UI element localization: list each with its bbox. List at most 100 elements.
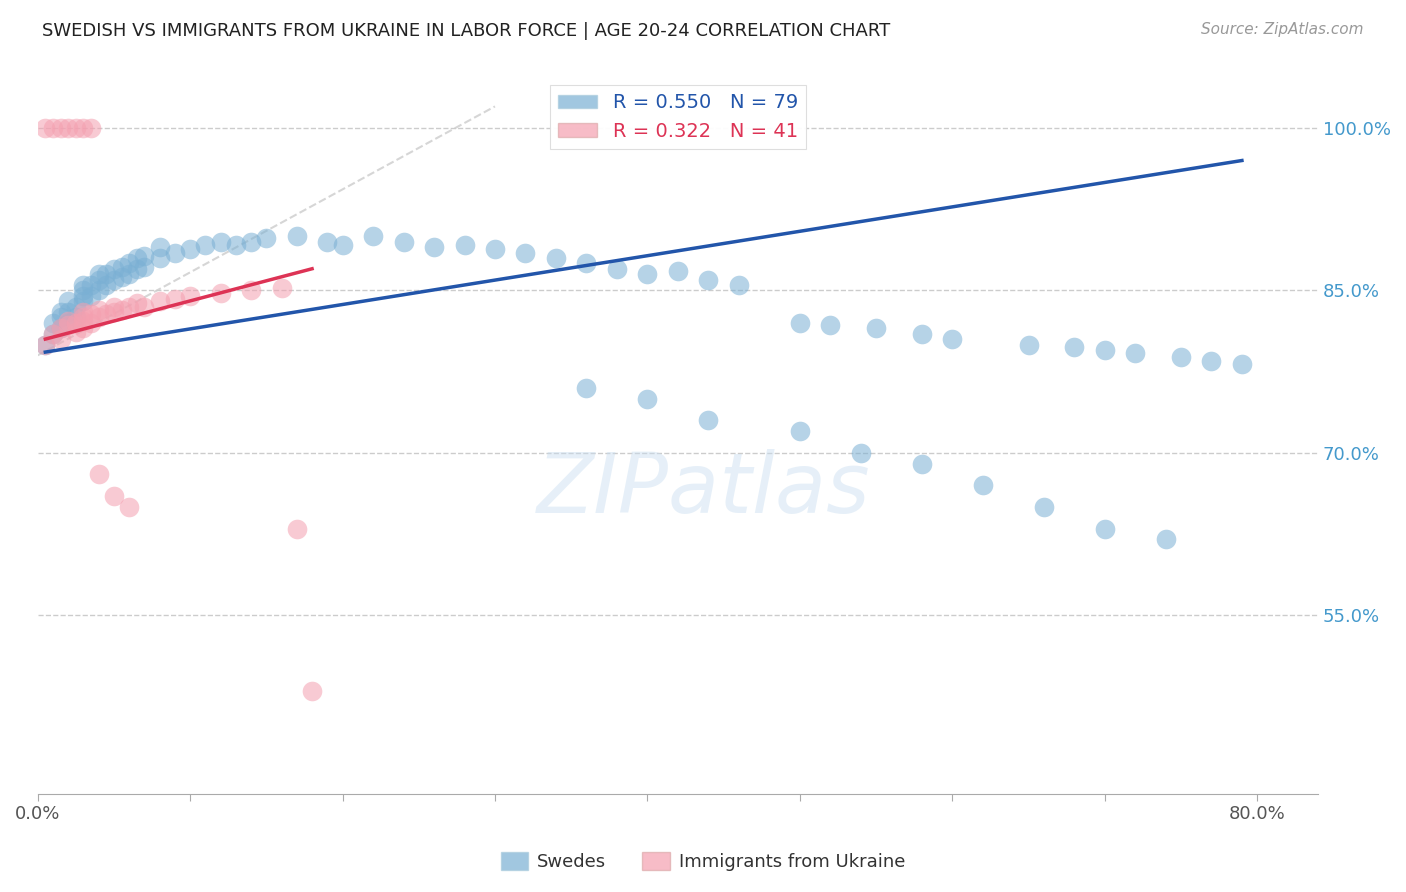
Point [96,277,118,292]
Point [80,307,103,321]
Point [484,242,506,256]
Point [1018,337,1040,351]
Point [65,121,87,136]
Point [65,300,87,314]
Text: Source: ZipAtlas.com: Source: ZipAtlas.com [1201,22,1364,37]
Text: SWEDISH VS IMMIGRANTS FROM UKRAINE IN LABOR FORCE | AGE 20-24 CORRELATION CHART: SWEDISH VS IMMIGRANTS FROM UKRAINE IN LA… [42,22,890,40]
Point [1230,357,1253,371]
Point [515,245,537,260]
Point [49,121,72,136]
Point [666,264,689,278]
Point [941,332,963,346]
Point [209,235,232,249]
Point [96,267,118,281]
Point [163,245,186,260]
Point [42,326,65,341]
Point [56,318,79,332]
Point [285,229,308,244]
Point [1123,346,1146,360]
Point [697,272,720,286]
Point [110,270,132,285]
Point [72,305,94,319]
Point [72,277,94,292]
Point [49,321,72,335]
Point [1170,351,1192,365]
Point [103,305,125,319]
Point [575,256,598,270]
Point [544,251,567,265]
Point [972,478,994,492]
Point [911,457,934,471]
Point [1094,343,1116,357]
Point [34,121,56,136]
Point [87,272,110,286]
Point [134,260,156,274]
Point [34,337,56,351]
Point [179,242,201,256]
Point [149,251,172,265]
Point [728,277,751,292]
Point [849,446,872,460]
Point [1154,533,1177,547]
Point [361,229,384,244]
Point [72,284,94,298]
Point [125,261,148,276]
Point [636,392,658,406]
Point [72,314,94,328]
Point [110,302,132,317]
Point [789,424,811,438]
Point [72,310,94,325]
Point [49,321,72,335]
Point [87,310,110,325]
Point [72,321,94,335]
Point [225,238,247,252]
Point [240,284,263,298]
Point [149,294,172,309]
Point [1201,353,1223,368]
Point [80,289,103,303]
Point [316,235,339,249]
Point [103,489,125,503]
Point [103,261,125,276]
Point [179,289,201,303]
Point [285,521,308,535]
Point [911,326,934,341]
Legend: R = 0.550   N = 79, R = 0.322   N = 41: R = 0.550 N = 79, R = 0.322 N = 41 [550,86,806,149]
Point [453,238,475,252]
Point [254,231,277,245]
Legend: Swedes, Immigrants from Ukraine: Swedes, Immigrants from Ukraine [494,845,912,879]
Text: ZIPatlas: ZIPatlas [537,449,870,530]
Point [65,316,87,330]
Point [56,121,79,136]
Point [34,337,56,351]
Point [125,296,148,310]
Point [87,284,110,298]
Point [42,316,65,330]
Point [1032,500,1054,514]
Point [49,310,72,325]
Point [118,267,141,281]
Point [392,235,415,249]
Point [240,235,263,249]
Point [65,325,87,339]
Point [301,684,323,698]
Point [270,281,292,295]
Point [80,316,103,330]
Point [87,302,110,317]
Point [820,318,842,332]
Point [865,321,887,335]
Point [96,307,118,321]
Point [49,305,72,319]
Point [575,381,598,395]
Point [80,277,103,292]
Point [697,413,720,427]
Point [606,261,628,276]
Point [134,249,156,263]
Point [72,294,94,309]
Point [118,300,141,314]
Point [789,316,811,330]
Point [125,251,148,265]
Point [332,238,354,252]
Point [134,300,156,314]
Point [49,332,72,346]
